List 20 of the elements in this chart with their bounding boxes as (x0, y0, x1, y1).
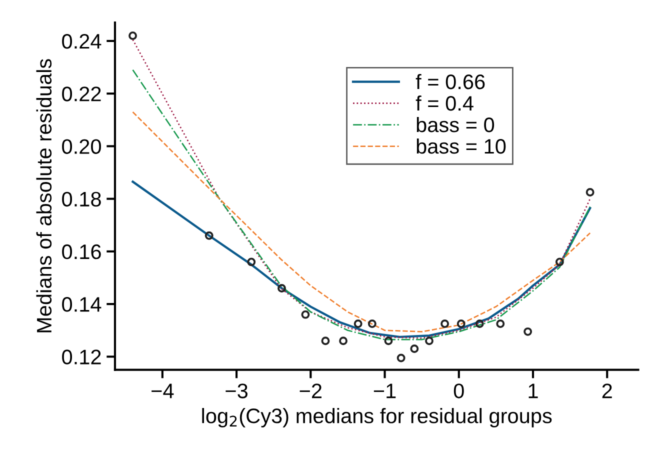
x-tick-label: −3 (226, 384, 248, 398)
y-tick-label: 0.12 (62, 350, 101, 364)
x-axis-title: log$_{2}$(Cy3) medians for residual groups (202, 408, 552, 428)
legend-label: bass = 0 (416, 116, 494, 132)
y-axis-title: Medians of absolute residuals (36, 59, 52, 332)
y-tick-label: 0.20 (62, 139, 101, 154)
x-tick-label: −4 (152, 384, 174, 398)
x-tick-label: 1 (528, 384, 538, 398)
x-tick-label: 0 (454, 384, 464, 398)
y-tick-label: 0.18 (62, 192, 101, 207)
y-tick-label: 0.24 (62, 34, 102, 49)
y-tick-label: 0.14 (62, 297, 102, 312)
x-tick-label: −2 (300, 384, 322, 398)
y-tick-label: 0.16 (62, 244, 101, 260)
y-tick-label: 0.22 (62, 86, 101, 102)
x-tick-label: −1 (374, 384, 396, 398)
legend-label: f = 0.66 (416, 74, 485, 90)
x-tick-label: 2 (602, 384, 612, 398)
legend-label: f = 0.4 (416, 95, 474, 111)
legend-label: bass = 10 (416, 138, 506, 154)
